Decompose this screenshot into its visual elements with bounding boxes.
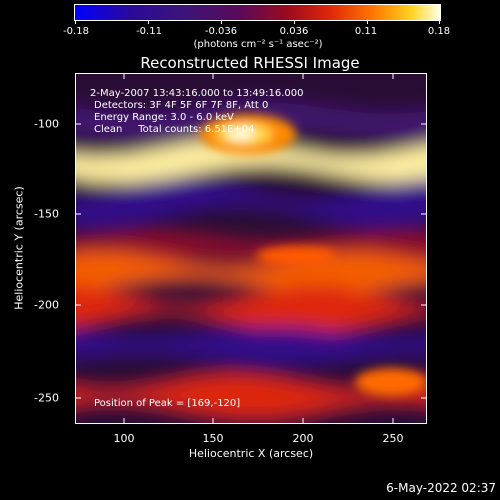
heatmap-band xyxy=(76,284,426,335)
colorbar-tick-label: -0.036 xyxy=(204,26,238,37)
heatmap-band xyxy=(76,177,426,228)
x-tick-label: 250 xyxy=(382,432,404,445)
heatmap-band xyxy=(76,326,426,365)
colorbar-gradient xyxy=(74,4,441,21)
heatmap xyxy=(76,74,426,423)
y-tick-label: -250 xyxy=(34,391,59,405)
colorbar-tick-label: 0.036 xyxy=(279,26,309,37)
algorithm-counts: Clean Total counts: 6.51E+04 xyxy=(94,124,255,135)
secondary-source xyxy=(256,246,336,266)
colorbar-tick xyxy=(294,20,295,24)
colorbar-tick-label: 0.18 xyxy=(427,26,451,37)
x-tick-label: 200 xyxy=(292,432,314,445)
plot-area: 2-May-2007 13:43:16.000 to 13:49:16.000 … xyxy=(75,73,427,424)
colorbar-tick-label: 0.11 xyxy=(354,26,378,37)
y-tick-label: -150 xyxy=(34,207,59,221)
secondary-source xyxy=(355,368,426,396)
x-axis-label: Heliocentric X (arcsec) xyxy=(188,447,314,460)
peak-position: Position of Peak = [169,-120] xyxy=(94,398,241,409)
colorbar-tick xyxy=(148,20,149,24)
y-tick-label: -200 xyxy=(34,298,59,312)
colorbar-units: (photons cm⁻² s⁻¹ asec⁻²) xyxy=(193,39,323,50)
colorbar-tick-label: -0.11 xyxy=(136,26,162,37)
detectors: Detectors: 3F 4F 5F 6F 7F 8F, Att 0 xyxy=(94,100,269,111)
energy-range: Energy Range: 3.0 - 6.0 keV xyxy=(94,112,234,123)
colorbar-tick xyxy=(221,20,222,24)
heatmap-band xyxy=(76,251,426,295)
peak-source-center xyxy=(227,128,255,140)
chart-title: Reconstructed RHESSI Image xyxy=(140,54,360,72)
y-tick-label: -100 xyxy=(34,117,59,131)
heatmap-band xyxy=(76,138,426,183)
time-range: 2-May-2007 13:43:16.000 to 13:49:16.000 xyxy=(90,88,304,99)
colorbar-tick xyxy=(439,20,440,24)
x-tick-label: 100 xyxy=(113,432,135,445)
x-tick-label: 150 xyxy=(202,432,224,445)
timestamp: 6-May-2022 02:37 xyxy=(386,481,496,495)
colorbar-tick xyxy=(367,20,368,24)
heatmap-band xyxy=(76,373,426,418)
y-axis-label: Heliocentric Y (arcsec) xyxy=(12,186,26,310)
colorbar-tick-label: -0.18 xyxy=(63,26,89,37)
colorbar-tick xyxy=(75,20,76,24)
